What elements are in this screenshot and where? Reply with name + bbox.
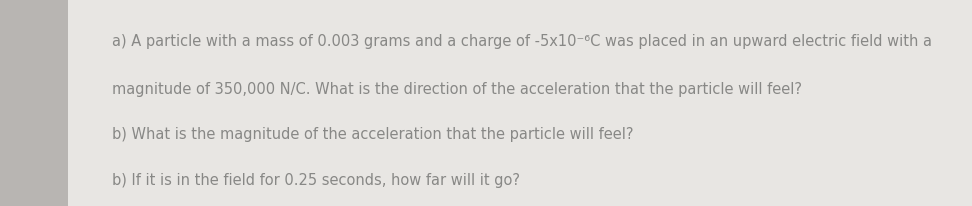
Text: b) What is the magnitude of the acceleration that the particle will feel?: b) What is the magnitude of the accelera… [112,126,634,141]
Text: a) A particle with a mass of 0.003 grams and a charge of -5x10⁻⁶C was placed in : a) A particle with a mass of 0.003 grams… [112,34,932,49]
Text: b) If it is in the field for 0.25 seconds, how far will it go?: b) If it is in the field for 0.25 second… [112,172,520,187]
Bar [0,0,68,206]
Text: 22: 22 [642,73,818,206]
Text: magnitude of 350,000 N/C. What is the direction of the acceleration that the par: magnitude of 350,000 N/C. What is the di… [112,81,802,96]
